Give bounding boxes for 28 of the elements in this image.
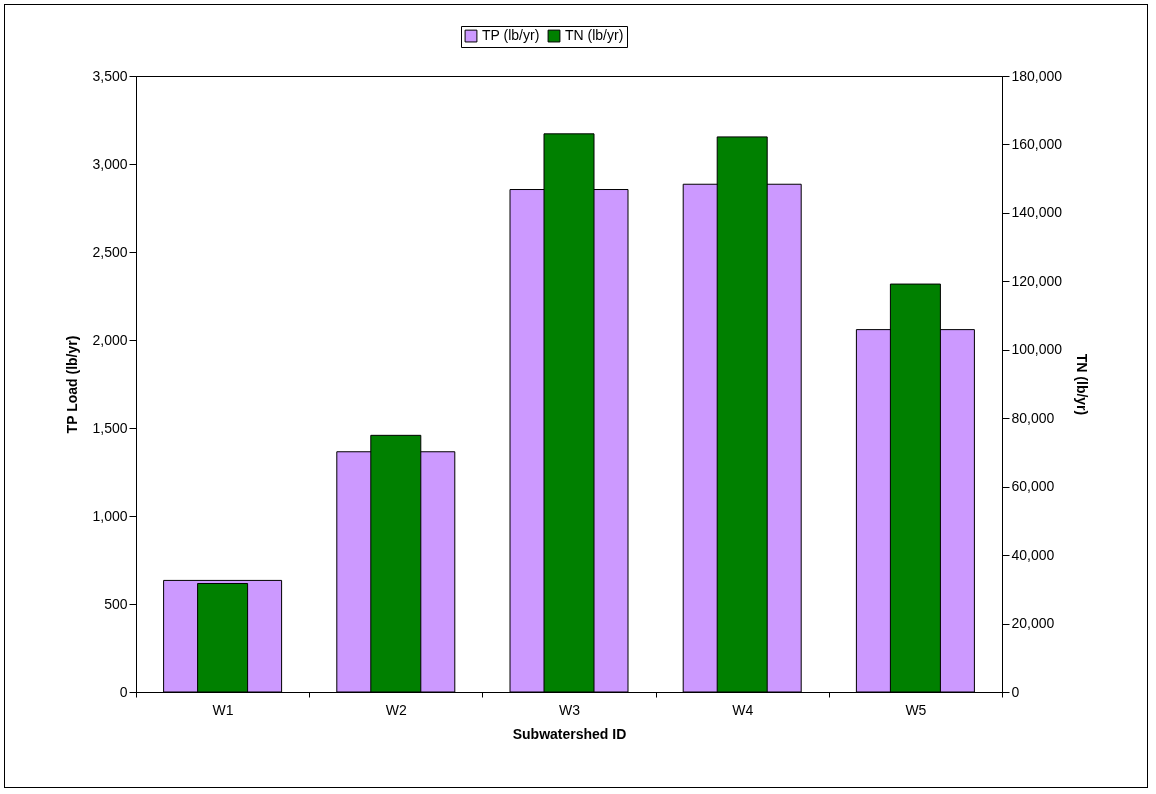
y-axis-title: TP Load (lb/yr): [64, 335, 81, 434]
y2-tick-label: 40,000: [1011, 546, 1055, 563]
y2-tick-label: 140,000: [1011, 204, 1063, 221]
legend-label: TN (lb/yr): [565, 27, 624, 44]
y-tick-label: 1,000: [92, 507, 128, 524]
y2-tick-label: 100,000: [1011, 341, 1063, 358]
x-tick-label: W5: [905, 701, 927, 718]
y-tick-label: 2,500: [92, 243, 128, 260]
y2-tick-label: 60,000: [1011, 478, 1055, 495]
x-tick-label: W2: [385, 701, 408, 718]
y2-tick-label: 160,000: [1011, 135, 1063, 152]
y2-tick-label: 120,000: [1011, 272, 1063, 289]
x-tick-label: W4: [732, 701, 754, 718]
y2-tick-label: 80,000: [1011, 409, 1055, 426]
y-tick-label: 1,500: [92, 419, 128, 436]
y2-tick-label: 20,000: [1011, 615, 1055, 632]
legend-label: TP (lb/yr): [482, 27, 540, 44]
x-axis-title: Subwatershed ID: [512, 725, 627, 742]
y-tick-label: 3,000: [92, 155, 128, 172]
y2-axis-title: TN (lb/yr): [1074, 353, 1091, 416]
y-tick-label: 500: [104, 595, 128, 612]
y2-tick-label: 0: [1011, 683, 1020, 700]
y-tick-label: 3,500: [92, 67, 128, 84]
x-tick-label: W3: [559, 701, 581, 718]
x-tick-label: W1: [212, 701, 234, 718]
y2-tick-label: 180,000: [1011, 67, 1063, 84]
y-tick-label: 0: [119, 683, 128, 700]
y-tick-label: 2,000: [92, 331, 128, 348]
